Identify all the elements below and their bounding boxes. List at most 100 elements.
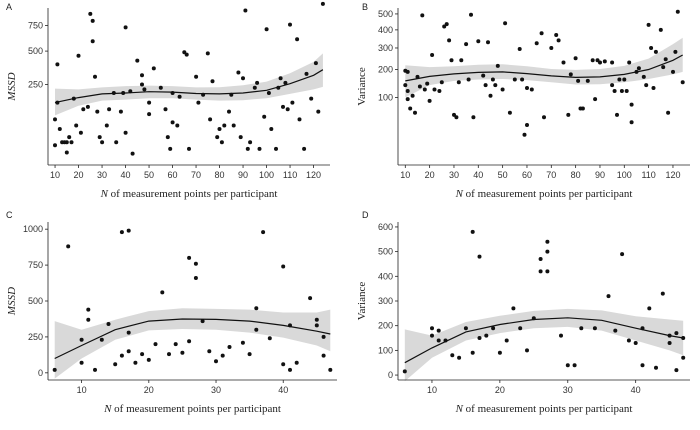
x-tick-label-d: 30 [563, 385, 573, 395]
data-point-c [214, 359, 218, 364]
confidence-band-d [404, 308, 684, 382]
smooth-fit-line-c [54, 318, 331, 360]
data-point-c [99, 337, 104, 342]
data-point-a [210, 79, 215, 84]
x-tick-label-a: 120 [306, 170, 321, 180]
data-point-b [593, 97, 598, 102]
data-point-a [227, 109, 231, 114]
data-point-a [55, 62, 60, 67]
data-point-b [673, 49, 678, 54]
data-point-a [135, 58, 140, 63]
data-point-c [126, 228, 131, 233]
data-point-c [247, 352, 252, 357]
data-point-d [660, 291, 665, 296]
data-point-a [107, 107, 112, 112]
data-point-b [413, 110, 417, 115]
data-point-c [288, 367, 292, 372]
data-point-c [106, 322, 111, 326]
data-point-a [278, 76, 283, 81]
data-point-b [439, 80, 444, 85]
data-point-d [572, 363, 577, 368]
x-tick-label-b: 60 [522, 170, 532, 180]
data-point-b [641, 74, 646, 79]
confidence-band-b [405, 37, 683, 98]
data-point-b [568, 72, 573, 77]
x-tick-label-b: 110 [641, 170, 655, 180]
data-point-b [512, 77, 517, 82]
data-point-a [281, 104, 285, 109]
x-tick-label-d: 20 [495, 385, 505, 395]
data-point-d [613, 328, 618, 333]
data-point-a [123, 25, 128, 30]
data-point-b [417, 84, 422, 89]
data-point-a [304, 71, 309, 76]
data-point-b [585, 78, 590, 83]
data-point-b [627, 60, 632, 65]
data-point-b [405, 69, 410, 74]
data-point-c [187, 255, 192, 260]
data-point-b [437, 89, 442, 93]
data-point-a [168, 146, 173, 151]
data-point-a [85, 104, 90, 109]
data-point-b [529, 87, 534, 92]
x-tick-label-a: 80 [215, 170, 225, 180]
data-point-b [646, 22, 651, 27]
x-tick-label-b: 20 [425, 170, 435, 180]
y-axis-title-b: Variance [356, 67, 368, 106]
data-point-b [663, 57, 668, 62]
data-point-a [241, 76, 245, 81]
data-point-d [497, 350, 502, 355]
data-point-b [610, 83, 615, 88]
data-point-b [576, 78, 581, 83]
y-axis-title-d: Variance [356, 282, 368, 321]
data-point-c [93, 367, 97, 372]
data-point-a [217, 127, 222, 131]
data-point-d [654, 365, 658, 370]
panel-label-c: C [6, 210, 13, 220]
y-tick-label-b: 500 [378, 9, 393, 19]
data-point-a [248, 140, 253, 145]
data-point-a [243, 8, 248, 13]
data-point-a [104, 123, 109, 128]
x-tick-label-c: 40 [278, 385, 288, 395]
x-tick-label-d: 40 [631, 385, 641, 395]
data-point-a [97, 135, 102, 140]
data-point-a [288, 22, 292, 27]
data-point-a [81, 107, 86, 112]
data-point-b [658, 27, 663, 32]
x-tick-label-b: 90 [595, 170, 605, 180]
data-point-d [457, 355, 462, 360]
data-point-b [590, 58, 595, 63]
data-point-a [222, 123, 227, 128]
data-point-a [257, 146, 262, 151]
data-point-a [165, 135, 170, 140]
data-point-d [592, 326, 597, 331]
data-point-b [549, 46, 554, 50]
data-point-b [653, 49, 658, 54]
data-point-a [274, 146, 278, 151]
data-point-c [79, 360, 84, 365]
data-point-a [184, 52, 189, 57]
data-point-b [580, 106, 585, 111]
data-point-b [556, 38, 561, 43]
data-point-a [163, 107, 168, 112]
x-tick-label-b: 40 [473, 170, 483, 180]
y-tick-label-d: 100 [378, 345, 393, 355]
data-point-d [477, 254, 482, 259]
data-point-a [297, 117, 302, 122]
data-point-a [238, 135, 243, 140]
data-point-b [619, 89, 624, 93]
data-point-a [140, 82, 144, 87]
data-point-a [290, 100, 295, 105]
data-point-a [147, 100, 152, 105]
data-point-b [459, 58, 464, 63]
data-point-b [464, 42, 469, 47]
data-point-b [442, 24, 447, 29]
data-point-a [90, 39, 95, 44]
data-point-a [231, 123, 236, 128]
data-point-c [200, 319, 205, 324]
data-point-a [93, 74, 97, 79]
data-point-c [119, 353, 124, 358]
data-point-a [295, 37, 300, 42]
data-point-b [449, 58, 454, 63]
